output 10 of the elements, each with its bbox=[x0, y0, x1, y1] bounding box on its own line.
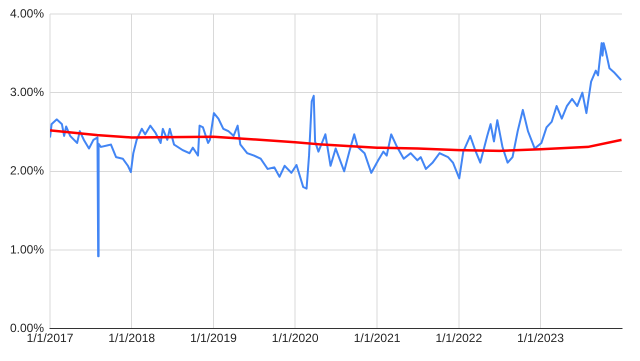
x-tick-label: 1/1/2023 bbox=[517, 331, 564, 346]
x-tick-label: 1/1/2020 bbox=[272, 331, 319, 346]
x-tick-label: 1/1/2019 bbox=[190, 331, 238, 346]
y-tick-label: 4.00% bbox=[10, 6, 44, 20]
x-tick-label: 1/1/2022 bbox=[435, 331, 482, 346]
y-tick-label: 3.00% bbox=[10, 84, 44, 99]
y-tick-label: 1.00% bbox=[10, 242, 44, 256]
y-tick-label: 2.00% bbox=[10, 164, 44, 178]
x-tick-label: 1/1/2021 bbox=[354, 331, 401, 346]
x-tick-label: 1/1/2018 bbox=[108, 331, 156, 346]
